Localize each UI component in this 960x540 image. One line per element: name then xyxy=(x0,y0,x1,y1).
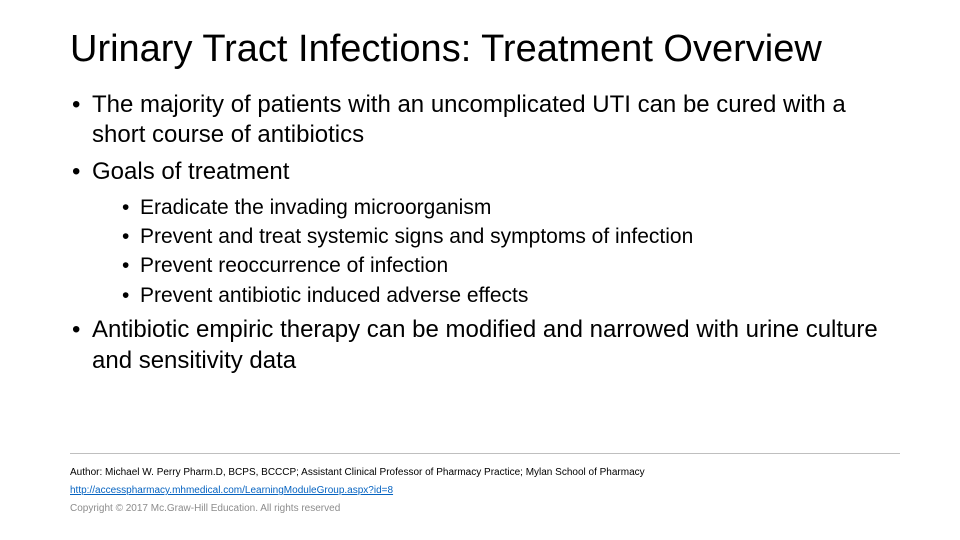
sub-bullet-text: Prevent reoccurrence of infection xyxy=(140,254,448,277)
bullet-item: Goals of treatment Eradicate the invadin… xyxy=(70,157,900,309)
sub-bullet-text: Eradicate the invading microorganism xyxy=(140,196,491,219)
bullet-list-level2: Eradicate the invading microorganism Pre… xyxy=(120,194,900,309)
bullet-text: The majority of patients with an uncompl… xyxy=(92,91,846,149)
slide-footer: Author: Michael W. Perry Pharm.D, BCPS, … xyxy=(70,453,900,516)
sub-bullet-text: Prevent antibiotic induced adverse effec… xyxy=(140,284,528,307)
sub-bullet-item: Prevent reoccurrence of infection xyxy=(120,252,900,279)
bullet-text: Goals of treatment xyxy=(92,158,289,185)
source-link[interactable]: http://accesspharmacy.mhmedical.com/Lear… xyxy=(70,484,393,498)
sub-bullet-item: Prevent and treat systemic signs and sym… xyxy=(120,223,900,250)
sub-bullet-item: Eradicate the invading microorganism xyxy=(120,194,900,221)
author-line: Author: Michael W. Perry Pharm.D, BCPS, … xyxy=(70,466,900,480)
bullet-item: Antibiotic empiric therapy can be modifi… xyxy=(70,315,900,376)
sub-bullet-item: Prevent antibiotic induced adverse effec… xyxy=(120,282,900,309)
slide-title: Urinary Tract Infections: Treatment Over… xyxy=(70,28,900,72)
copyright-line: Copyright © 2017 Mc.Graw-Hill Education.… xyxy=(70,502,900,516)
bullet-list-level1: The majority of patients with an uncompl… xyxy=(70,90,900,377)
bullet-text: Antibiotic empiric therapy can be modifi… xyxy=(92,316,878,374)
bullet-item: The majority of patients with an uncompl… xyxy=(70,90,900,151)
slide: Urinary Tract Infections: Treatment Over… xyxy=(0,0,960,540)
sub-bullet-text: Prevent and treat systemic signs and sym… xyxy=(140,225,693,248)
